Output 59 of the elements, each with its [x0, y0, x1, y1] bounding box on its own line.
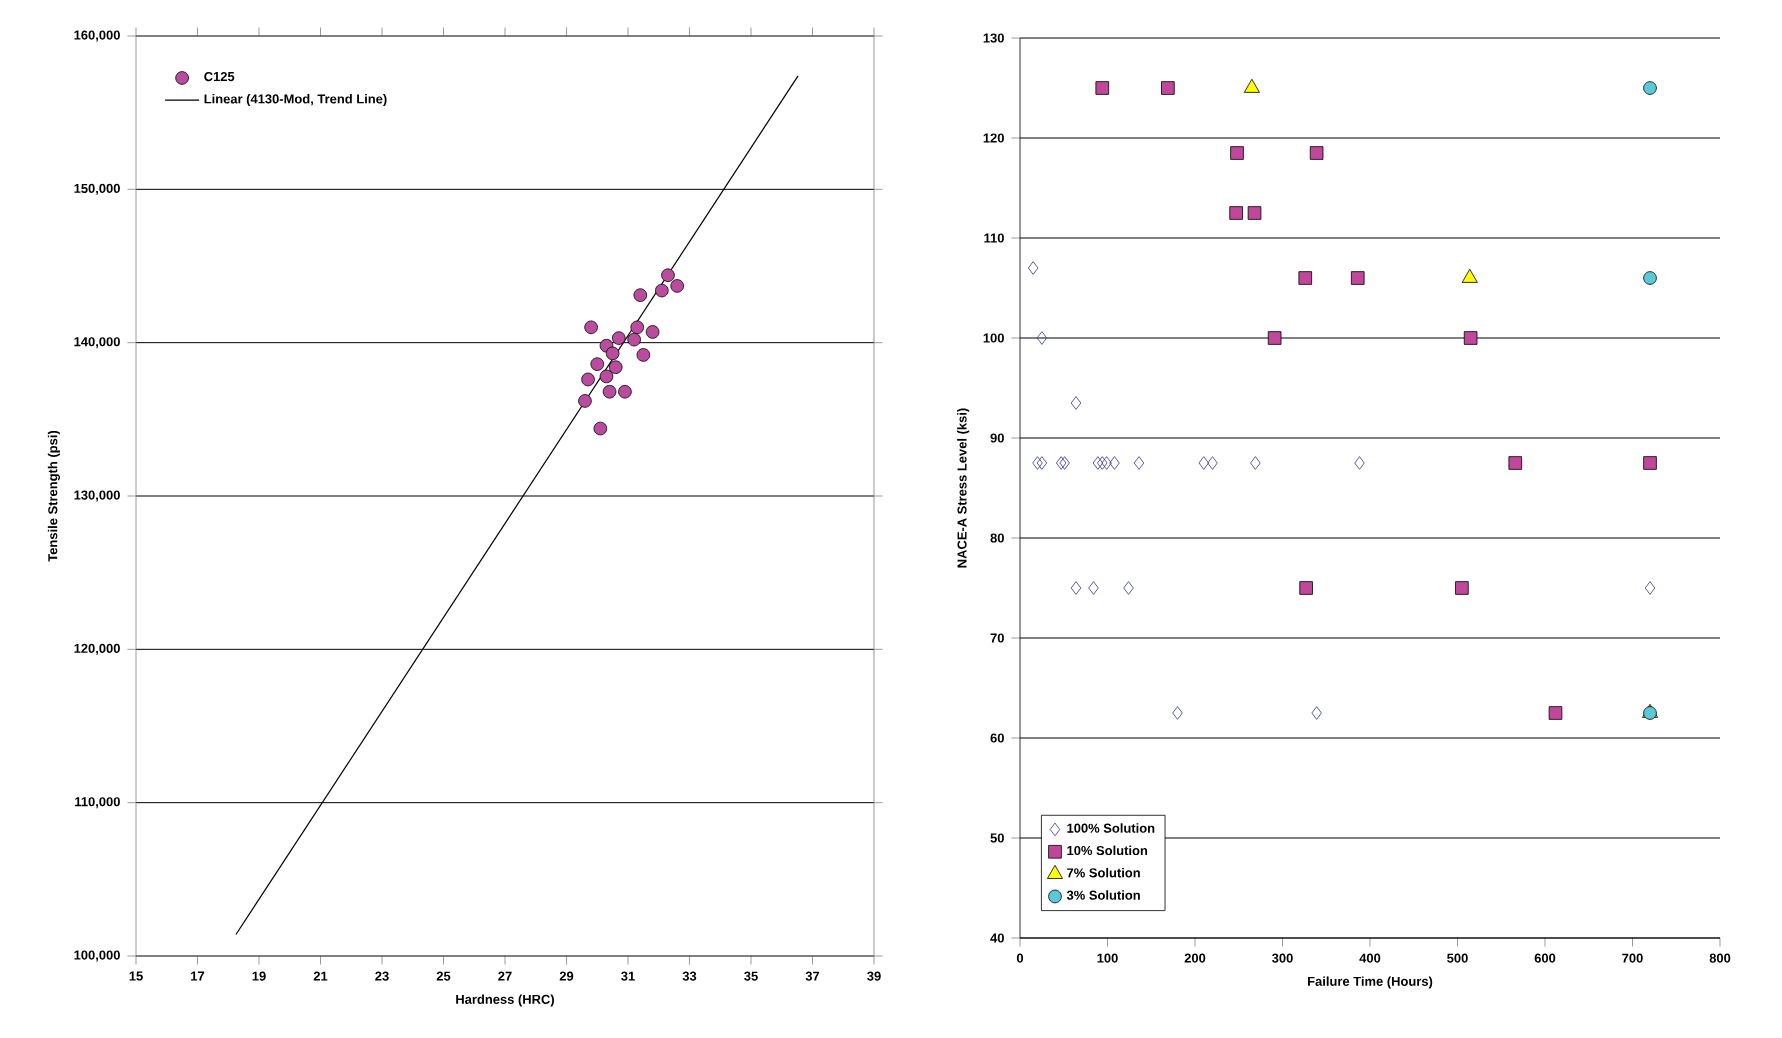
point [605, 346, 620, 361]
point [655, 283, 669, 298]
point [1644, 581, 1656, 595]
point [602, 384, 617, 399]
point [618, 384, 632, 399]
point [1350, 271, 1365, 285]
point [1247, 206, 1262, 220]
point [1070, 396, 1082, 410]
point [633, 288, 648, 302]
point [1092, 456, 1104, 470]
point [1298, 271, 1313, 285]
point [584, 320, 598, 335]
point [1095, 81, 1110, 95]
point [578, 394, 592, 408]
point [1207, 456, 1218, 470]
point [1133, 456, 1145, 470]
point [1643, 456, 1657, 470]
point [670, 279, 684, 293]
point [1055, 456, 1067, 470]
point [1299, 581, 1313, 595]
point [1097, 456, 1108, 470]
point [612, 331, 626, 345]
point [1548, 706, 1563, 720]
point [1027, 261, 1039, 275]
point [1455, 581, 1469, 595]
point [1230, 146, 1244, 160]
point [1250, 456, 1261, 470]
point [1643, 81, 1657, 95]
point [1508, 456, 1523, 470]
point [1463, 331, 1478, 345]
point [590, 357, 605, 371]
point [1643, 271, 1657, 285]
point [630, 320, 644, 335]
point [1161, 81, 1175, 95]
point [1311, 706, 1322, 720]
point [1461, 268, 1478, 283]
point [636, 348, 651, 362]
point [1123, 581, 1134, 595]
point [1198, 456, 1209, 470]
point [1036, 331, 1048, 345]
point [1036, 456, 1048, 470]
point [1309, 146, 1324, 160]
point [627, 332, 641, 347]
point [1032, 456, 1043, 470]
point [645, 325, 660, 339]
point [1172, 706, 1183, 720]
point [593, 421, 608, 436]
point [1243, 78, 1260, 93]
point [1088, 581, 1099, 595]
point [1070, 581, 1082, 595]
point [1109, 456, 1120, 470]
point [581, 372, 595, 387]
point [608, 360, 623, 374]
point [1059, 456, 1070, 470]
point [1229, 206, 1243, 220]
point [599, 369, 614, 384]
point [1354, 456, 1365, 470]
point [1267, 331, 1282, 345]
point [661, 268, 675, 282]
